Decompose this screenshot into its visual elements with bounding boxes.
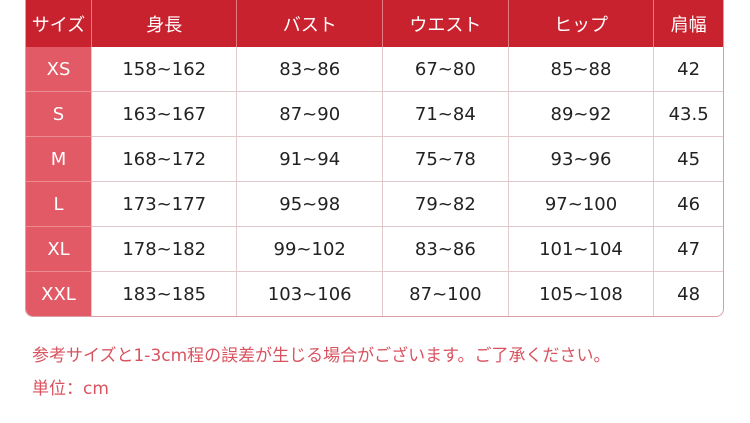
size-label-cell: M <box>26 137 92 182</box>
table-cell: 99~102 <box>237 227 383 272</box>
disclaimer-note: 参考サイズと1-3cm程の誤差が生じる場合がございます。ご了承ください。 <box>32 346 611 366</box>
header-waist: ウエスト <box>382 0 509 47</box>
table-cell: 43.5 <box>654 92 723 137</box>
table-row: M 168~172 91~94 75~78 93~96 45 <box>26 137 723 182</box>
table-cell: 87~90 <box>237 92 383 137</box>
table-cell: 97~100 <box>508 182 655 227</box>
table-cell: 45 <box>654 137 723 182</box>
table-cell: 103~106 <box>237 272 383 316</box>
table-row: S 163~167 87~90 71~84 89~92 43.5 <box>26 92 723 137</box>
header-size: サイズ <box>26 0 92 47</box>
table-cell: 105~108 <box>509 272 655 316</box>
table-row: XS 158~162 83~86 67~80 85~88 42 <box>26 47 723 92</box>
size-label-cell: XL <box>26 227 92 272</box>
table-cell: 48 <box>677 283 701 305</box>
table-cell: 67~80 <box>382 47 509 92</box>
table-cell: 85~88 <box>508 47 655 92</box>
table-cell: 183~185 <box>92 272 238 316</box>
unit-note: 単位：cm <box>32 379 109 399</box>
table-cell: 163~167 <box>92 92 238 137</box>
table-cell: 47 <box>654 227 723 272</box>
table-cell: 42 <box>654 47 723 92</box>
header-shoulder: 肩幅 <box>654 0 723 47</box>
table-row: XXL 183~185 103~106 87~100 105~108 48 <box>26 272 723 316</box>
table-cell: 79~82 <box>382 182 509 227</box>
table-cell: 173~177 <box>92 182 238 227</box>
header-hip: ヒップ <box>508 0 655 47</box>
table-cell: 95~98 <box>237 182 383 227</box>
size-chart-table: サイズ 身長 バスト ウエスト ヒップ 肩幅 XS 158~162 83~86 67~… <box>25 0 724 317</box>
table-cell: 46 <box>654 182 723 227</box>
table-cell: 87~100 <box>383 272 509 316</box>
table-cell: 93~96 <box>508 137 655 182</box>
table-cell: 75~78 <box>382 137 509 182</box>
table-cell: 101~104 <box>508 227 655 272</box>
header-row: サイズ 身長 バスト ウエスト ヒップ 肩幅 <box>26 0 723 47</box>
table-row: XL 178~182 99~102 83~86 101~104 47 <box>26 227 723 272</box>
table-cell: 83~86 <box>382 227 509 272</box>
table-cell: 91~94 <box>237 137 383 182</box>
table-cell: 89~92 <box>508 92 655 137</box>
size-label-cell: L <box>26 182 92 227</box>
table-cell: 168~172 <box>92 137 238 182</box>
table-cell: 178~182 <box>92 227 238 272</box>
table-row: L 173~177 95~98 79~82 97~100 46 <box>26 182 723 227</box>
header-height: 身長 <box>92 0 238 47</box>
size-label-cell: XS <box>26 47 92 92</box>
header-bust: バスト <box>237 0 383 47</box>
size-label-cell: XXL <box>26 272 92 316</box>
table-cell: 83~86 <box>237 47 383 92</box>
table-cell: 158~162 <box>92 47 238 92</box>
size-label-cell: S <box>26 92 92 137</box>
table-cell: 71~84 <box>382 92 509 137</box>
